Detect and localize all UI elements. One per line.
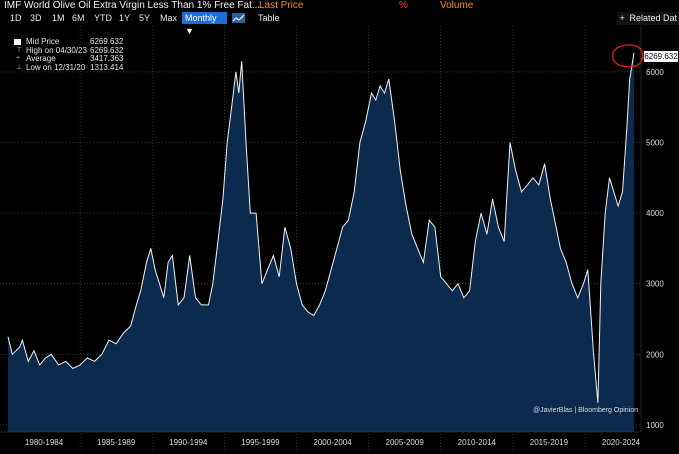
chart-type-icon[interactable] — [232, 13, 245, 23]
range-1y[interactable]: 1Y — [119, 13, 131, 23]
y-tick-label: 3000 — [646, 280, 664, 289]
related-data-button[interactable]: + Related Dat — [617, 12, 679, 25]
legend-average: + Average 3417.363 — [12, 54, 124, 64]
y-tick-label: 5000 — [646, 139, 664, 148]
range-ytd[interactable]: YTD — [94, 13, 112, 23]
x-tick-label: 1985-1989 — [97, 438, 136, 447]
price-line — [7, 52, 635, 403]
table-button[interactable]: Table — [258, 13, 280, 23]
low-marker-icon: ⊥ — [16, 63, 23, 71]
range-1d[interactable]: 1D — [10, 13, 22, 23]
legend-low-label: Low on 12/31/20 — [26, 62, 86, 72]
legend-low: ⊥ Low on 12/31/20 1313.414 — [12, 62, 124, 73]
frequency-dropdown[interactable]: Monthly ▼ — [182, 12, 227, 36]
legend-mid-value: 6269.632 — [90, 37, 124, 46]
line-chart-icon — [232, 14, 245, 22]
legend-panel: Mid Price 6269.632 ⊤ High on 04/30/23 62… — [12, 37, 124, 73]
x-tick-label: 1990-1994 — [169, 438, 208, 447]
credit-text: @JavierBlas | Bloomberg Opinion — [533, 407, 639, 414]
x-tick-label: 2015-2019 — [530, 438, 569, 447]
x-axis-ticks: 1980-1984 1985-1989 1990-1994 1995-1999 2000… — [25, 438, 641, 447]
header-bar: IMF World Olive Oil Extra Virgin Less Th… — [0, 0, 679, 11]
current-value-badge: 6269.632 — [644, 51, 678, 62]
x-tick-label: 1995-1999 — [241, 438, 280, 447]
x-tick-label: 1980-1984 — [25, 438, 64, 447]
x-tick-label: 2010-2014 — [458, 438, 497, 447]
volume-label[interactable]: Volume — [440, 0, 474, 11]
range-3d[interactable]: 3D — [30, 13, 42, 23]
average-marker-icon: + — [16, 55, 21, 62]
legend-mid-label: Mid Price — [26, 37, 60, 46]
range-5y[interactable]: 5Y — [139, 13, 151, 23]
x-tick-label: 2000-2004 — [313, 438, 352, 447]
legend-average-label: Average — [26, 54, 56, 63]
range-1m[interactable]: 1M — [52, 13, 65, 23]
legend-high: ⊤ High on 04/30/23 6269.632 — [12, 45, 124, 56]
series-swatch — [14, 39, 21, 45]
y-axis-ticks: 1000 2000 3000 4000 5000 6000 — [646, 68, 664, 430]
percent-symbol[interactable]: % — [399, 0, 408, 11]
y-tick-label: 4000 — [646, 209, 664, 218]
legend-high-label: High on 04/30/23 — [26, 45, 87, 55]
high-marker-icon: ⊤ — [16, 46, 23, 54]
security-title[interactable]: IMF World Olive Oil Extra Virgin Less Th… — [4, 0, 261, 11]
y-tick-label: 6000 — [646, 68, 664, 77]
related-data-label: Related Dat — [629, 13, 677, 23]
toolbar: 1D 3D 1M 6M YTD 1Y 5Y Max Monthly ▼ Tabl… — [0, 12, 679, 36]
range-6m[interactable]: 6M — [72, 13, 85, 23]
x-tick-label: 2005-2009 — [386, 438, 425, 447]
y-tick-label: 1000 — [646, 421, 664, 430]
legend-average-value: 3417.363 — [90, 54, 124, 63]
y-tick-label: 2000 — [646, 350, 664, 359]
range-max[interactable]: Max — [160, 13, 178, 23]
legend-mid: Mid Price 6269.632 — [12, 37, 124, 47]
legend-low-value: 1313.414 — [90, 62, 124, 72]
plus-icon: + — [619, 13, 625, 23]
x-tick-label: 2020-2024 — [602, 438, 641, 447]
price-area-fill — [8, 52, 634, 433]
annotation-circle-icon — [612, 44, 646, 68]
legend-high-value: 6269.632 — [90, 45, 124, 55]
last-price-label[interactable]: Last Price — [259, 0, 304, 11]
